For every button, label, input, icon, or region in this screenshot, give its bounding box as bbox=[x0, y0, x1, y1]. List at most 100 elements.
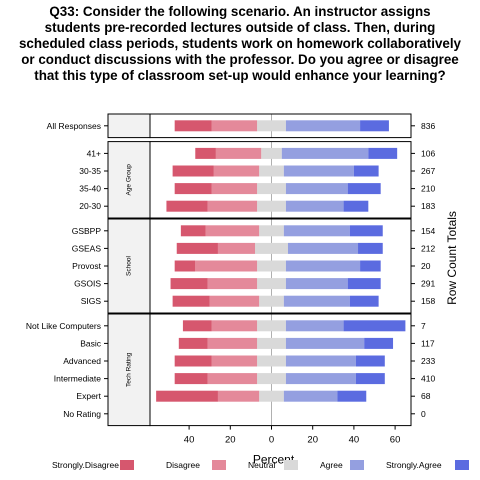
bar-segment-neutral bbox=[257, 260, 272, 272]
bar-segment-strongly-agree bbox=[347, 278, 381, 290]
bar-segment-strongly-agree bbox=[360, 120, 389, 132]
chart-title-line: students pre-recorded lectures outside o… bbox=[44, 20, 436, 35]
bar-segment-strongly-agree bbox=[343, 320, 406, 332]
bar-segment-agree bbox=[283, 165, 354, 177]
row-label: Provost bbox=[72, 261, 101, 271]
bar-segment-neutral bbox=[271, 260, 286, 272]
row-label: 30-35 bbox=[79, 166, 101, 176]
x-tick-label: 40 bbox=[349, 435, 360, 446]
row-count-label: 183 bbox=[421, 201, 435, 211]
bar-segment-strongly-disagree bbox=[174, 120, 212, 132]
chart-title-line: scheduled class periods, students work o… bbox=[18, 36, 461, 51]
bar-segment-agree bbox=[285, 337, 365, 349]
row-count-label: 836 bbox=[421, 121, 435, 131]
panel-frame bbox=[149, 113, 412, 139]
bar-segment-disagree bbox=[207, 278, 258, 290]
row-label: GSEAS bbox=[72, 243, 102, 253]
bar-segment-neutral bbox=[257, 373, 272, 385]
bar-segment-strongly-disagree bbox=[172, 295, 210, 307]
legend-label: Agree bbox=[320, 460, 343, 470]
row-count-label: 291 bbox=[421, 279, 435, 289]
bar-segment-neutral bbox=[257, 337, 272, 349]
panel-strip bbox=[107, 313, 151, 427]
panel-strip-label: Tech Rating bbox=[126, 352, 133, 387]
bar-segment-agree bbox=[285, 355, 356, 367]
bar-segment-neutral bbox=[271, 225, 284, 237]
x-tick-label: 40 bbox=[184, 435, 195, 446]
right-axis-label: Row Count Totals bbox=[445, 211, 459, 305]
bar-segment-neutral bbox=[271, 200, 286, 212]
bar-segment-strongly-disagree bbox=[174, 355, 212, 367]
x-tick-label: 0 bbox=[269, 435, 274, 446]
bar-segment-disagree bbox=[209, 295, 260, 307]
bar-segment-strongly-agree bbox=[347, 183, 381, 195]
chart-title-line: that this type of classroom set-up would… bbox=[34, 68, 446, 83]
panel-strip-label: Age Group bbox=[126, 164, 133, 196]
bar-segment-neutral bbox=[259, 390, 272, 402]
panel-strip bbox=[107, 218, 151, 314]
row-label: No Rating bbox=[63, 409, 101, 419]
bar-segment-neutral bbox=[271, 355, 286, 367]
bar-segment-strongly-disagree bbox=[180, 225, 206, 237]
row-label: 35-40 bbox=[79, 184, 101, 194]
bar-segment-neutral bbox=[259, 165, 272, 177]
bar-segment-strongly-agree bbox=[349, 295, 379, 307]
bar-segment-strongly-agree bbox=[343, 200, 369, 212]
bar-segment-neutral bbox=[259, 295, 272, 307]
bar-segment-neutral bbox=[257, 183, 272, 195]
row-label: All Responses bbox=[47, 121, 101, 131]
bar-segment-strongly-disagree bbox=[174, 373, 208, 385]
bar-segment-disagree bbox=[207, 337, 258, 349]
legend-label: Neutral bbox=[248, 460, 276, 470]
panel-strip bbox=[107, 141, 151, 219]
row-count-label: 106 bbox=[421, 148, 435, 158]
bar-segment-neutral bbox=[261, 147, 272, 159]
bar-segment-strongly-disagree bbox=[176, 242, 218, 254]
legend-swatch bbox=[350, 460, 364, 470]
bar-segment-strongly-disagree bbox=[172, 165, 214, 177]
bar-segment-strongly-agree bbox=[358, 242, 383, 254]
row-label: GSOIS bbox=[74, 279, 101, 289]
bar-segment-agree bbox=[285, 278, 348, 290]
row-count-label: 233 bbox=[421, 356, 435, 366]
bar-segment-strongly-disagree bbox=[178, 337, 208, 349]
row-count-label: 68 bbox=[421, 391, 431, 401]
bar-segment-strongly-disagree bbox=[170, 278, 208, 290]
bar-segment-strongly-agree bbox=[355, 355, 385, 367]
row-count-label: 117 bbox=[421, 338, 435, 348]
panel-frame bbox=[149, 141, 412, 219]
bar-segment-neutral bbox=[257, 278, 272, 290]
row-count-label: 0 bbox=[421, 409, 426, 419]
row-count-label: 410 bbox=[421, 374, 435, 384]
bar-segment-agree bbox=[283, 225, 350, 237]
legend-label: Strongly.Disagree bbox=[52, 460, 119, 470]
bar-segment-strongly-disagree bbox=[174, 260, 196, 272]
x-tick-label: 20 bbox=[307, 435, 318, 446]
bar-segment-disagree bbox=[211, 183, 258, 195]
bar-segment-strongly-disagree bbox=[195, 147, 216, 159]
x-tick-label: 60 bbox=[390, 435, 401, 446]
bar-segment-neutral bbox=[257, 200, 272, 212]
bar-segment-neutral bbox=[257, 355, 272, 367]
bar-segment-neutral bbox=[271, 242, 288, 254]
bar-segment-neutral bbox=[271, 390, 284, 402]
row-count-label: 7 bbox=[421, 321, 426, 331]
bar-segment-strongly-agree bbox=[360, 260, 381, 272]
bar-segment-neutral bbox=[271, 147, 282, 159]
bar-segment-agree bbox=[285, 373, 356, 385]
bar-segment-strongly-agree bbox=[368, 147, 398, 159]
bar-segment-neutral bbox=[271, 295, 284, 307]
bar-segment-disagree bbox=[195, 260, 258, 272]
chart-title-line: or conduct discussions with the professo… bbox=[21, 52, 459, 67]
bar-segment-disagree bbox=[217, 390, 260, 402]
row-count-label: 158 bbox=[421, 296, 435, 306]
bar-segment-disagree bbox=[205, 225, 260, 237]
row-label: Intermediate bbox=[54, 374, 102, 384]
bar-segment-strongly-agree bbox=[349, 225, 383, 237]
bar-segment-agree bbox=[285, 320, 344, 332]
bar-segment-neutral bbox=[271, 165, 284, 177]
bar-segment-neutral bbox=[271, 373, 286, 385]
bar-segment-neutral bbox=[271, 278, 286, 290]
row-label: Advanced bbox=[63, 356, 101, 366]
bar-segment-agree bbox=[283, 390, 338, 402]
